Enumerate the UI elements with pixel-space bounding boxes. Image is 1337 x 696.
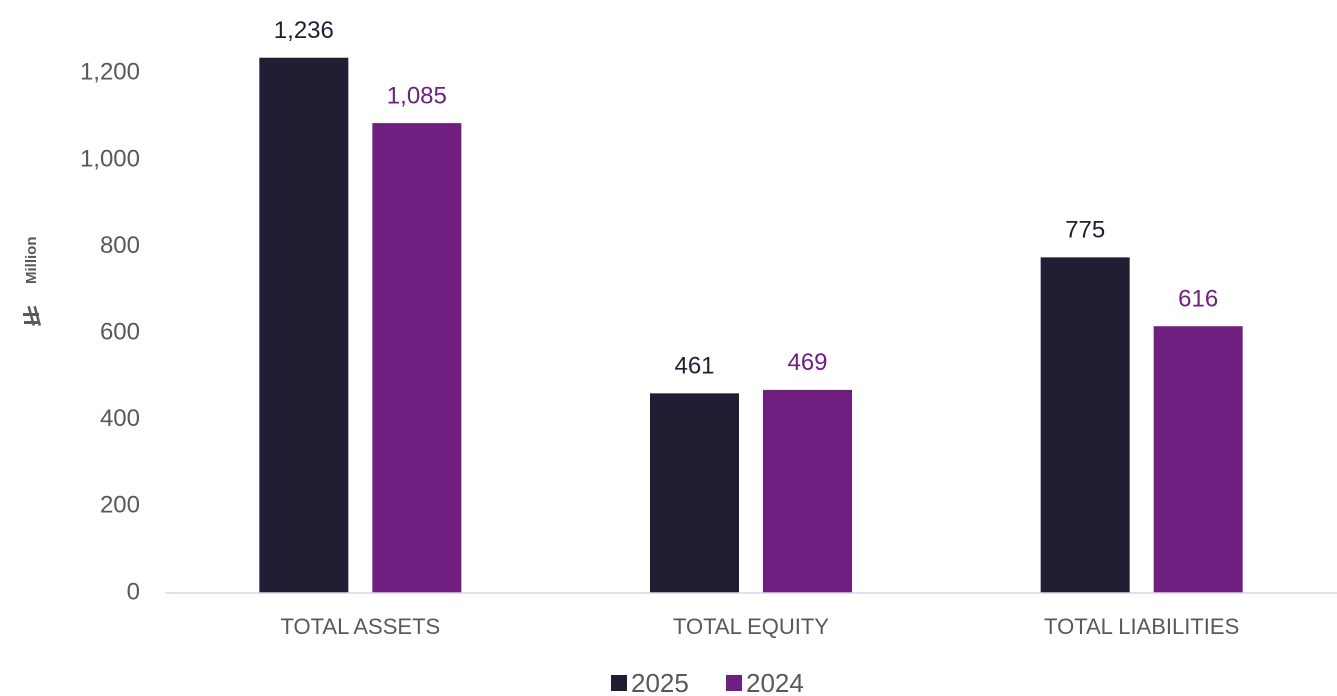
y-tick-label: 600 (100, 318, 140, 345)
bar (372, 123, 462, 593)
x-tick-label: TOTAL EQUITY (673, 614, 829, 639)
x-tick-label: TOTAL ASSETS (280, 614, 440, 639)
y-tick-label: 0 (127, 578, 140, 605)
value-label: 1,085 (387, 82, 447, 109)
y-axis-label: Million (23, 237, 40, 285)
value-label: 469 (787, 349, 827, 376)
y-tick-label: 1,200 (80, 59, 140, 86)
bar (259, 57, 349, 594)
y-tick-label: 400 (100, 405, 140, 432)
bar (1040, 257, 1130, 593)
y-tick-label: 800 (100, 232, 140, 259)
bar (763, 389, 852, 593)
y-axis-label-group: Million (23, 237, 42, 326)
y-tick-label: 1,000 (80, 145, 140, 172)
value-label: 775 (1065, 217, 1105, 244)
legend-swatch (726, 675, 742, 691)
value-label: 461 (674, 353, 714, 380)
bar (1153, 326, 1243, 593)
y-tick-label: 200 (100, 492, 140, 519)
legend-label: 2024 (746, 668, 804, 696)
value-label: 616 (1178, 286, 1218, 313)
currency-icon (23, 305, 42, 326)
legend-swatch (611, 675, 627, 691)
value-label: 1,236 (274, 17, 334, 44)
x-tick-label: TOTAL LIABILITIES (1044, 614, 1239, 639)
legend-label: 2025 (631, 668, 689, 696)
bar (650, 393, 739, 593)
